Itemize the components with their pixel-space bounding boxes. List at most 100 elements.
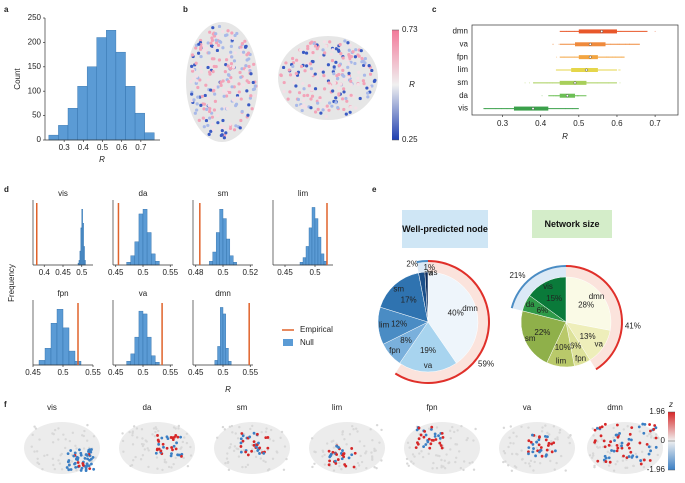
- brain-dot: [370, 451, 373, 454]
- network-dot: [85, 462, 89, 466]
- brain-dot: [556, 438, 559, 441]
- brain-dot: [210, 57, 215, 61]
- brain-dot: [249, 72, 253, 76]
- network-dot: [638, 441, 642, 445]
- brain-dot: [332, 65, 336, 69]
- brain-dot: [299, 48, 303, 52]
- brain-dot: [550, 439, 553, 443]
- network-dot: [81, 462, 85, 465]
- brain-dot: [240, 67, 244, 71]
- network-dot: [540, 454, 544, 458]
- network-dot: [610, 449, 613, 452]
- slice-name: dmn: [462, 304, 478, 313]
- brain-dot: [232, 98, 236, 102]
- brain-dot: [600, 438, 604, 441]
- brain-dot: [295, 103, 299, 107]
- brain-dot: [512, 431, 515, 435]
- brain-dot: [121, 432, 124, 435]
- x-tick-label: 0.55: [85, 368, 101, 377]
- brain-dot: [624, 466, 627, 470]
- brain-dot: [198, 65, 203, 69]
- brain-dot: [332, 72, 336, 76]
- bar: [50, 323, 58, 366]
- brain-dot: [253, 84, 257, 88]
- brain-dot: [33, 425, 36, 428]
- brain-dot: [309, 48, 313, 52]
- colorbar-tick-label: -1.96: [647, 465, 666, 474]
- panel-letter: f: [4, 400, 7, 409]
- brain-dot: [246, 113, 250, 117]
- brain-dot: [197, 118, 201, 122]
- network-dot: [250, 449, 253, 453]
- brain-dot: [367, 64, 371, 68]
- bar: [58, 125, 69, 141]
- network-dot: [537, 438, 541, 442]
- network-dot: [603, 445, 607, 449]
- brain-dot: [189, 454, 193, 457]
- brain-dot: [558, 431, 561, 434]
- brain-dot: [285, 457, 288, 461]
- brain-dot: [227, 87, 231, 91]
- brain-dot: [427, 452, 430, 456]
- slice-name: vis: [428, 268, 438, 277]
- brain-dot: [341, 433, 344, 436]
- network-dot: [342, 452, 346, 455]
- brain-dot: [161, 468, 164, 472]
- brain-dot: [321, 450, 325, 454]
- brain-dot: [378, 441, 381, 444]
- outlier-dot: [654, 30, 656, 32]
- brain-dot: [203, 93, 207, 98]
- y-tick-label: sm: [457, 78, 468, 87]
- network-dot: [159, 449, 163, 453]
- network-dot: [69, 449, 73, 452]
- brain-dot: [362, 63, 366, 68]
- brain-dot: [328, 101, 332, 105]
- brain-dot: [244, 465, 247, 469]
- brain-dot: [280, 430, 284, 434]
- network-dot: [328, 454, 332, 458]
- brain-dot: [144, 439, 147, 442]
- brain-dot: [357, 70, 361, 74]
- network-dot: [264, 436, 268, 439]
- network-dot: [643, 423, 647, 426]
- brain-dot: [68, 439, 72, 443]
- brain-dot: [199, 47, 203, 51]
- network-dot: [616, 435, 620, 439]
- slice-name: fpn: [389, 346, 400, 355]
- slice-name: fpn: [575, 354, 586, 363]
- brain-dot: [548, 448, 551, 451]
- brain-dot: [157, 429, 160, 433]
- brain-dot: [92, 435, 96, 438]
- brain-dot: [347, 54, 351, 58]
- brain-dot: [618, 442, 621, 445]
- brain-dot: [608, 451, 612, 455]
- brain-dot: [332, 81, 337, 85]
- network-dot: [266, 446, 270, 450]
- brain-dot: [356, 430, 359, 433]
- brain-dot: [224, 94, 229, 98]
- brain-dot: [532, 469, 535, 472]
- brain-dot: [213, 45, 217, 49]
- network-dot: [160, 436, 164, 440]
- brain-dot: [520, 425, 523, 428]
- brain-dot: [544, 424, 547, 427]
- brain-dot: [535, 435, 538, 438]
- network-dot: [84, 467, 88, 471]
- brain-dot: [207, 96, 211, 101]
- brain-label: da: [143, 403, 152, 412]
- network-dot: [440, 431, 444, 435]
- brain-dot: [321, 48, 325, 52]
- brain-dot: [521, 457, 524, 461]
- slice-label: 6%: [570, 341, 582, 350]
- y-tick-label: 50: [32, 111, 41, 120]
- brain-dot: [211, 70, 215, 74]
- subplot-title: sm: [218, 189, 229, 198]
- brain-dot: [180, 446, 183, 449]
- brain-dot: [347, 75, 351, 79]
- slice-name: dmn: [589, 292, 605, 301]
- brain-dot: [365, 450, 368, 453]
- network-dot: [67, 468, 71, 472]
- network-dot: [343, 463, 347, 466]
- brain-dot: [86, 439, 89, 442]
- bar: [222, 313, 226, 366]
